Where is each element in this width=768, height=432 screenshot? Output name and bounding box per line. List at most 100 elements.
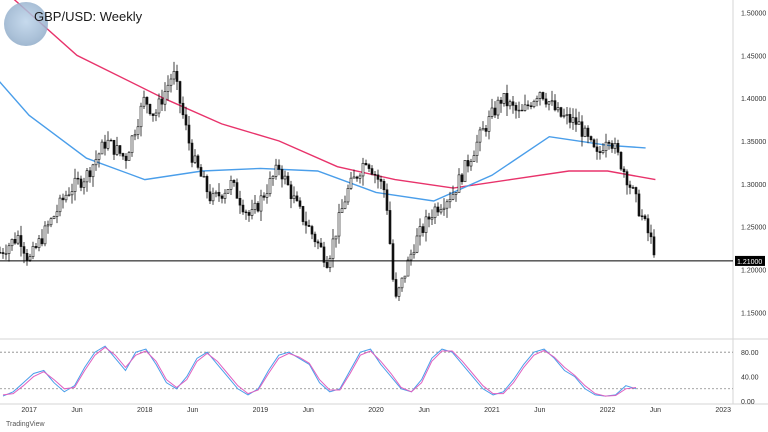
candle-body [613, 143, 617, 149]
candle-body [406, 259, 410, 277]
candle-body [394, 279, 398, 297]
candle-body [427, 216, 431, 220]
candle-body [283, 175, 287, 180]
candle-body [121, 153, 125, 157]
price-tick-label: 1.45000 [741, 53, 766, 60]
candle-body [547, 101, 551, 105]
candle-body [157, 98, 161, 114]
candle-body [232, 180, 236, 183]
candle-body [130, 135, 134, 154]
candle-body [556, 107, 560, 111]
candle-body [559, 107, 563, 117]
candle-body [424, 216, 428, 233]
candle-body [388, 210, 392, 244]
candle-body [409, 253, 413, 261]
candle-body [340, 208, 344, 213]
candle-body [229, 180, 233, 190]
candle-body [259, 195, 263, 212]
candle-body [13, 238, 17, 244]
candle-body [148, 103, 152, 115]
candle-body [70, 191, 74, 196]
candle-body [373, 173, 377, 176]
time-tick-label: 2022 [600, 407, 616, 414]
candle-body [166, 84, 170, 92]
candle-body [16, 235, 20, 244]
candle-body [253, 202, 257, 210]
candle-body [523, 104, 527, 111]
price-grid [0, 0, 768, 405]
candle-body [583, 127, 587, 137]
candle-body [472, 155, 476, 162]
price-tick-label: 1.20000 [741, 267, 766, 274]
candle-body [52, 216, 56, 219]
candle-body [400, 277, 404, 289]
price-tick-label: 1.25000 [741, 225, 766, 232]
time-tick-label: 2018 [137, 407, 153, 414]
candle-body [484, 128, 488, 132]
candle-body [265, 193, 269, 198]
candle-body [112, 139, 116, 155]
candle-body [439, 209, 443, 213]
candle-body [85, 170, 89, 183]
candle-body [34, 246, 38, 248]
candle-body [97, 153, 101, 160]
candle-body [172, 71, 176, 80]
candle-body [550, 100, 554, 103]
candle-body [553, 100, 557, 111]
candle-body [352, 176, 356, 179]
candle-body [142, 96, 146, 107]
candle-body [46, 224, 50, 227]
candle-body [346, 188, 350, 203]
candle-body [442, 207, 446, 210]
candle-body [535, 98, 539, 102]
candle-body [244, 211, 248, 214]
candle-body [136, 126, 140, 135]
candle-body [163, 91, 167, 105]
candle-body [331, 238, 335, 259]
price-axis: 1.50000 1.45000 1.40000 1.35000 1.30000 1.250… [741, 11, 766, 318]
candle-body [481, 128, 485, 131]
candle-body [67, 194, 71, 196]
candle-body [1, 252, 5, 254]
candle-body [145, 96, 149, 105]
candle-body [475, 141, 479, 156]
candle-body [40, 238, 44, 245]
candle-body [298, 200, 302, 207]
price-tick-label: 1.35000 [741, 139, 766, 146]
candle-body [169, 78, 173, 86]
candle-body [310, 226, 314, 235]
candle-body [514, 105, 518, 111]
sma-slow-path [13, 0, 656, 189]
candle-body [94, 159, 98, 166]
support-level-label: 1.21000 [737, 259, 762, 266]
stochastic-d-line [2, 346, 637, 397]
stochastic-tick-label: 80.00 [741, 350, 759, 357]
candle-body [511, 101, 515, 106]
candle-body [91, 164, 95, 178]
candle-body [139, 105, 143, 128]
candle-body [277, 164, 281, 170]
time-tick-label: Jun [71, 407, 82, 414]
candle-body [55, 211, 59, 217]
candle-body [496, 99, 500, 116]
candle-body [529, 105, 533, 108]
candle-body [316, 241, 320, 244]
candle-body [379, 179, 383, 182]
candle-body [160, 98, 164, 105]
candle-body [109, 139, 113, 142]
candle-body [19, 235, 23, 247]
candle-body [604, 141, 608, 151]
price-tick-label: 1.40000 [741, 96, 766, 103]
candle-body [508, 101, 512, 107]
candle-body [385, 189, 389, 211]
time-tick-label: 2019 [253, 407, 269, 414]
candle-body [178, 81, 182, 104]
candle-body [562, 115, 566, 117]
candle-body [196, 155, 200, 168]
time-tick-label: Jun [650, 407, 661, 414]
candle-body [10, 238, 14, 247]
candle-body [106, 139, 110, 149]
time-tick-label: 2021 [484, 407, 500, 414]
candle-body [451, 193, 455, 200]
